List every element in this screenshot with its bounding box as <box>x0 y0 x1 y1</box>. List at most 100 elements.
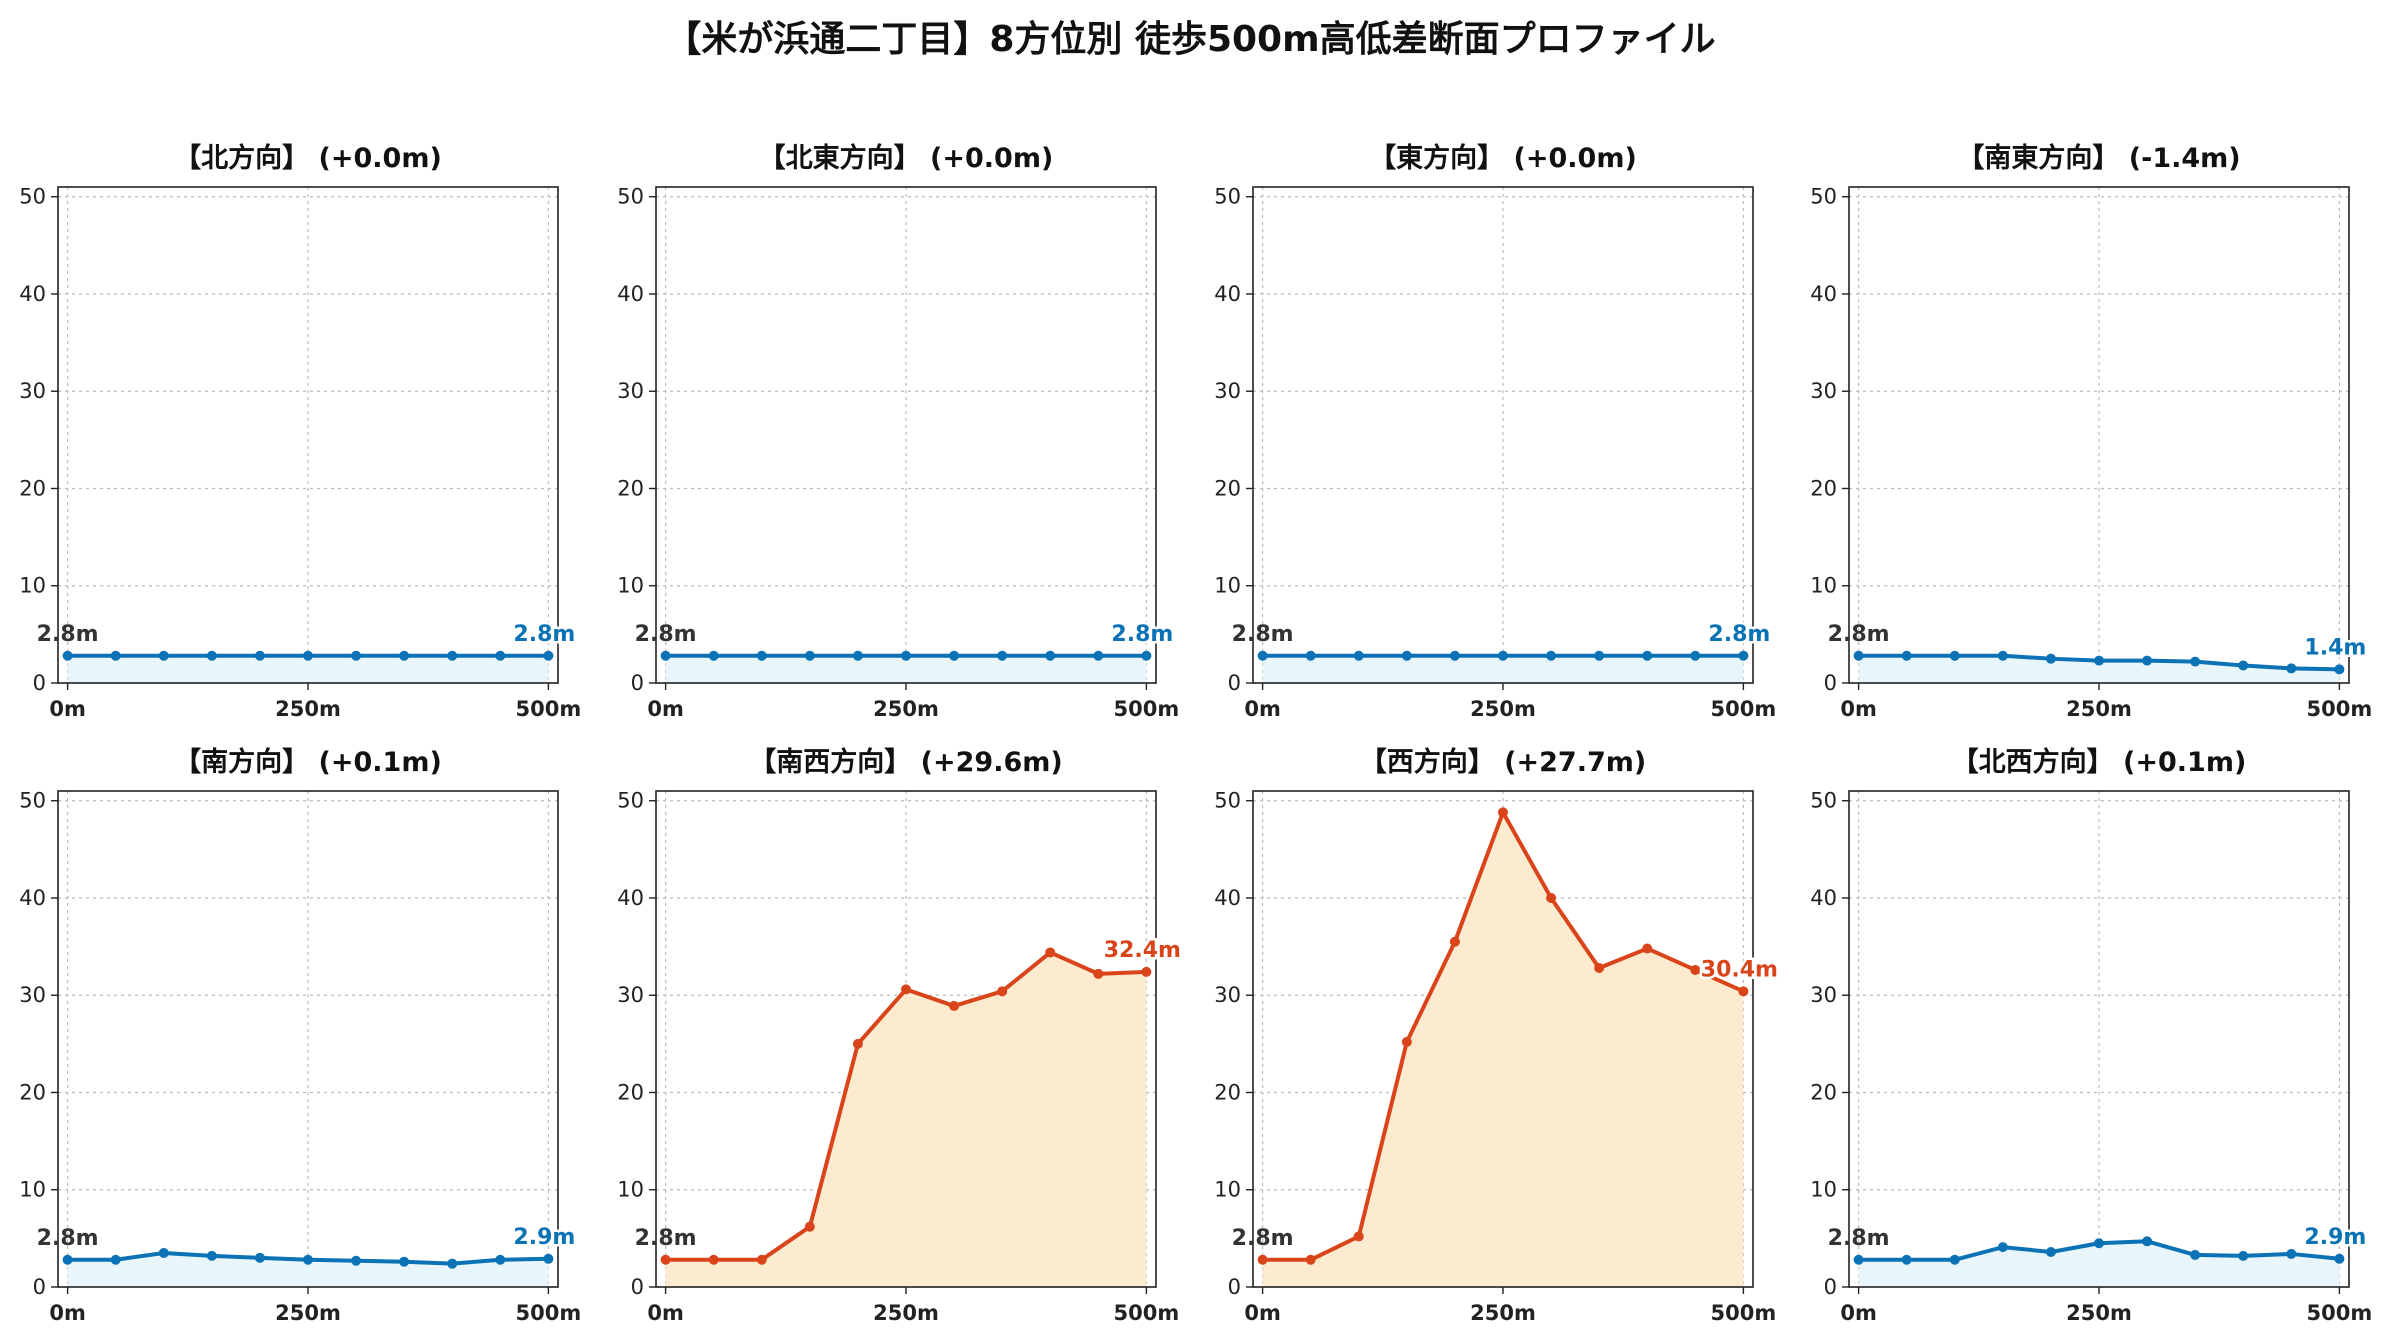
data-point <box>708 650 719 661</box>
data-point <box>399 650 410 661</box>
data-point <box>1093 650 1104 661</box>
data-point <box>949 650 960 661</box>
y-tick-label: 0 <box>33 1275 46 1299</box>
y-tick-label: 50 <box>19 789 46 813</box>
end-elevation-label-halo: 2.9m <box>513 1225 575 1250</box>
data-point <box>1738 986 1749 997</box>
x-tick-label: 0m <box>1840 1301 1877 1325</box>
end-elevation-label-halo: 2.9m <box>2304 1225 2366 1250</box>
data-point <box>1853 650 1864 661</box>
subplot-title: 【北方向】 (+0.0m) <box>174 142 442 174</box>
end-elevation-label-halo: 30.4m <box>1701 957 1778 982</box>
y-tick-label: 30 <box>1214 379 1241 403</box>
data-point <box>1498 807 1508 818</box>
data-point <box>2094 1238 2104 1249</box>
data-point <box>804 1221 815 1232</box>
x-tick-label: 500m <box>2307 697 2373 721</box>
data-point <box>1690 964 1701 975</box>
y-tick-label: 20 <box>617 1080 644 1104</box>
data-point <box>1997 650 2008 661</box>
x-tick-label: 500m <box>1711 1301 1777 1325</box>
y-tick-label: 0 <box>1228 671 1241 695</box>
y-tick-label: 20 <box>19 476 46 500</box>
figure-title: 【米が浜通二丁目】8方位別 徒歩500m高低差断面プロファイル <box>665 19 1716 60</box>
x-tick-label: 250m <box>2066 697 2132 721</box>
data-point <box>1949 650 1960 661</box>
y-tick-label: 20 <box>1214 476 1241 500</box>
y-tick-label: 50 <box>1214 789 1241 813</box>
area-fill <box>67 1252 549 1287</box>
data-point <box>1853 1254 1864 1265</box>
y-tick-label: 20 <box>19 1080 46 1104</box>
data-point <box>2045 653 2056 664</box>
data-point <box>756 1254 767 1265</box>
data-point <box>1498 650 1508 661</box>
y-tick-label: 10 <box>19 1178 46 1202</box>
x-tick-label: 250m <box>2066 1301 2132 1325</box>
y-tick-label: 40 <box>1810 886 1837 910</box>
y-tick-label: 40 <box>19 886 46 910</box>
data-point <box>2238 1250 2249 1261</box>
data-point <box>1353 650 1364 661</box>
subplot-title: 【北西方向】 (+0.1m) <box>1952 746 2247 778</box>
subplot-title: 【南方向】 (+0.1m) <box>174 746 442 778</box>
data-point <box>206 1250 217 1261</box>
data-point <box>447 650 458 661</box>
y-tick-label: 10 <box>19 574 46 598</box>
data-point <box>2334 664 2345 675</box>
end-elevation-label: 32.4m <box>1104 938 1181 963</box>
data-point <box>2238 660 2249 671</box>
data-point <box>206 650 217 661</box>
data-point <box>254 1252 265 1263</box>
data-point <box>495 650 506 661</box>
data-point <box>1997 1242 2008 1253</box>
y-tick-label: 10 <box>617 574 644 598</box>
data-point <box>756 650 767 661</box>
y-tick-label: 40 <box>1214 886 1241 910</box>
data-point <box>2334 1253 2345 1264</box>
end-elevation-label-halo: 2.8m <box>513 622 575 647</box>
y-tick-label: 50 <box>1214 185 1241 209</box>
data-point <box>351 1255 362 1266</box>
x-tick-label: 250m <box>1470 1301 1536 1325</box>
area-fill <box>67 655 549 683</box>
data-point <box>1353 1231 1364 1242</box>
data-point <box>62 1254 73 1265</box>
data-point <box>158 650 169 661</box>
start-elevation-label: 2.8m <box>1232 1226 1294 1251</box>
data-point <box>62 650 73 661</box>
start-elevation-label: 2.8m <box>635 1226 697 1251</box>
area-fill <box>1262 812 1744 1287</box>
start-elevation-label: 2.8m <box>1232 622 1294 647</box>
x-tick-label: 250m <box>873 697 939 721</box>
end-elevation-label: 2.9m <box>2304 1225 2366 1250</box>
data-point <box>1401 650 1412 661</box>
data-point <box>1594 963 1605 974</box>
data-point <box>1305 650 1316 661</box>
data-point <box>254 650 265 661</box>
x-tick-label: 0m <box>49 697 86 721</box>
data-point <box>1901 650 1912 661</box>
data-point <box>351 650 362 661</box>
end-elevation-label: 2.8m <box>513 622 575 647</box>
end-elevation-label-halo: 2.8m <box>1111 622 1173 647</box>
end-elevation-label-halo: 2.8m <box>1708 622 1770 647</box>
data-point <box>1546 892 1557 903</box>
end-elevation-label-halo: 1.4m <box>2304 635 2366 660</box>
y-tick-label: 10 <box>1810 1178 1837 1202</box>
y-tick-label: 50 <box>1810 789 1837 813</box>
data-point <box>110 650 121 661</box>
y-tick-label: 0 <box>631 1275 644 1299</box>
x-tick-label: 250m <box>1470 697 1536 721</box>
y-tick-label: 0 <box>1824 1275 1837 1299</box>
y-tick-label: 40 <box>19 282 46 306</box>
y-tick-label: 40 <box>1214 282 1241 306</box>
data-point <box>901 984 911 995</box>
y-tick-label: 50 <box>617 789 644 813</box>
data-point <box>1642 650 1653 661</box>
